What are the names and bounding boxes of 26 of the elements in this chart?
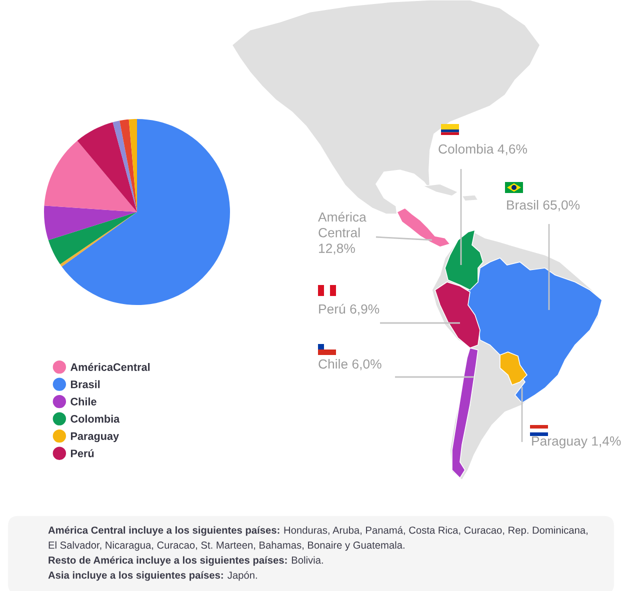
text: Paraguay 1,4% — [532, 436, 621, 448]
legend-label: Colombia — [70, 414, 120, 423]
text: Japón. — [228, 571, 257, 581]
text: América Central incluye a los siguientes países: — [48, 526, 280, 536]
pie-slice — [112, 120, 137, 212]
pie-slice — [48, 212, 137, 264]
text: Colombia 4,6% — [438, 144, 528, 156]
legend-label: Brasil — [70, 380, 100, 388]
text: Brasil 65,0% — [507, 200, 580, 212]
text: América Central 12,8% — [318, 212, 366, 255]
legend-label: Perú — [70, 449, 94, 458]
text: Resto de América incluye a los siguientes países: — [48, 556, 287, 566]
pie-slice — [128, 119, 137, 212]
text: Asia incluye a los siguientes países: — [48, 571, 223, 581]
text: Chile 6,0% — [318, 359, 382, 370]
pie-slice — [62, 119, 230, 305]
pie-slice — [60, 212, 137, 267]
text: Bolivia. — [292, 556, 323, 564]
pie-slice — [77, 122, 137, 212]
text: Perú 6,9% — [319, 304, 380, 316]
pie-slice — [44, 206, 137, 240]
pie-slice — [120, 119, 137, 212]
legend-label: Paraguay — [70, 432, 119, 442]
legend-label: Chile — [70, 397, 96, 406]
pie-slice — [44, 140, 137, 212]
legend-label: AméricaCentral — [70, 362, 150, 371]
